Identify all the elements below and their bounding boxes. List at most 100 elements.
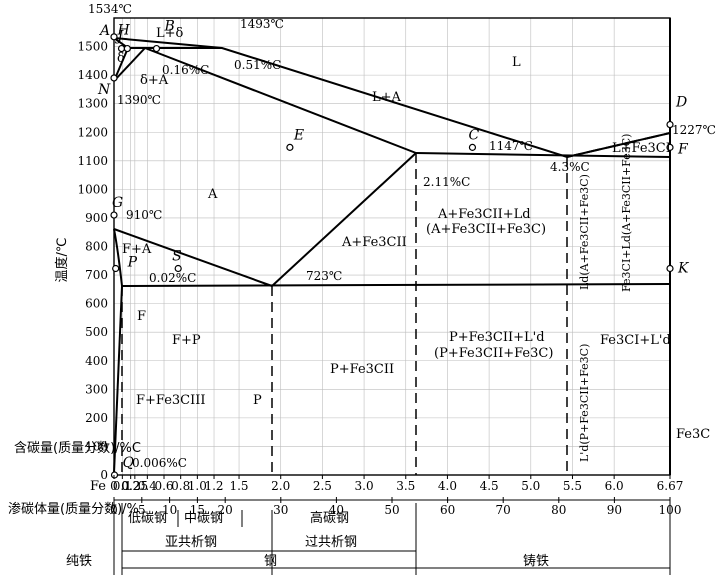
x-tick-label: 0 (110, 479, 118, 493)
point-k (666, 264, 674, 273)
point-label-n: N (97, 82, 111, 98)
region-f-fe3c-iii: F+Fe3CIII (136, 393, 206, 408)
x-tick-label: 0.6 (154, 479, 173, 493)
pq-line (113, 285, 123, 474)
y-tick-label: 1500 (77, 40, 108, 54)
x-tick-label: 0.8 (171, 479, 190, 493)
point-label-j: J (114, 29, 124, 45)
point-f (666, 143, 674, 151)
y-tick-label: 0 (100, 468, 108, 482)
region-l-delta: L+δ (156, 26, 184, 41)
p-carbon-label: 0.02%C (149, 271, 196, 285)
fe3c-label: Fe3C (676, 427, 710, 442)
point-s (174, 264, 182, 273)
y-axis-ticks: 0 100 200 300 400 500 600 700 800 900 1000 1100 1200… (77, 40, 108, 482)
se-line (271, 152, 417, 287)
cementite-tick-label: 30 (273, 503, 288, 517)
point-label-a: A (98, 23, 110, 39)
j-carbon-label: 0.16%C (162, 63, 209, 77)
x-tick-label: 6.0 (605, 479, 624, 493)
cementite-tick-label: 70 (496, 503, 511, 517)
x-tick-label: 0.25 (121, 479, 148, 493)
grid (113, 18, 671, 476)
y-tick-label: 1000 (77, 182, 108, 196)
y-tick-label: 100 (85, 439, 108, 453)
liquidus-cd-line (566, 132, 671, 158)
cementite-tick-label: 40 (329, 503, 344, 517)
region-a: A (207, 187, 218, 202)
x-tick-label: 4.0 (438, 479, 457, 493)
x-tick-label: 5.0 (521, 479, 540, 493)
q-carbon-label: 0.006%C (132, 456, 187, 470)
x-tick-label: 2.5 (313, 479, 332, 493)
region-delta: δ (117, 51, 125, 66)
y-tick-label: 300 (85, 382, 108, 396)
phase-region-labels: L L+δ δ δ+A L+A A F+A F F+P F+Fe3CIII P … (117, 26, 671, 462)
point-label-s: S (172, 248, 182, 264)
cementite-tick-label: 60 (440, 503, 455, 517)
region-p-fe3c-ii-lpd: P+Fe3CII+L'd (449, 330, 545, 345)
eutectic-temp-label: 1147℃ (489, 139, 533, 153)
x-tick-label: 1.0 (188, 479, 207, 493)
region-a-fe3c-ii-ld-paren: (A+Fe3CII+Fe3C) (426, 222, 546, 237)
point-label-p: P (127, 254, 138, 270)
b-carbon-label: 0.51%C (234, 58, 281, 72)
point-a (110, 33, 118, 41)
x-tick-label: 1.2 (204, 479, 223, 493)
region-lpd-vertical: L'd(P+Fe3CII+Fe3C) (578, 344, 591, 462)
jn-line (113, 47, 146, 82)
class-hypereutectoid: 过共析钢 (305, 535, 357, 550)
y-tick-label: 700 (85, 268, 108, 282)
class-pure-iron: 纯铁 (66, 554, 92, 569)
class-low-carbon: 低碳钢 (128, 511, 167, 526)
cementite-tick-label: 15 (190, 503, 205, 517)
point-label-c: C (468, 127, 479, 143)
region-fe3c-i-ld-vertical: Fe3CI+Ld(A+Fe3CII+Fe3C) (620, 134, 633, 292)
region-l-fe3c-i: L+Fe3CI (612, 141, 671, 156)
steel-classification (113, 503, 671, 575)
y-tick-label: 600 (85, 297, 108, 311)
s-temp-label: 723℃ (306, 269, 342, 283)
cementite-tick-label: 90 (607, 503, 622, 517)
point-label-b: B (164, 19, 175, 35)
cementite-tick-label: 50 (384, 503, 399, 517)
point-j (123, 44, 131, 53)
y-tick-label: 500 (85, 325, 108, 339)
point-c (468, 143, 477, 151)
x-tick-label: 0.1 (113, 479, 132, 493)
x-axis-carbon-ticks: 00.10.20.250.40.60.81.01.2 1.5 2.0 2.5 3.0 3.… (110, 475, 683, 493)
y-tick-label: 400 (85, 354, 108, 368)
region-p-fe3c-ii: P+Fe3CII (330, 362, 394, 377)
c-carbon-label: 4.3%C (550, 160, 590, 174)
point-e (286, 143, 294, 151)
x-tick-label: 0.2 (121, 479, 140, 493)
point-label-h: H (117, 23, 131, 39)
eutectoid-psk-line (121, 283, 671, 287)
b-temp-label: 1493℃ (240, 17, 284, 31)
solidus-je-line (144, 47, 417, 154)
x-tick-label: 0.4 (138, 479, 157, 493)
point-label-d: D (675, 95, 687, 111)
x-tick-label: 6.67 (657, 479, 684, 493)
x-tick-label: 2.0 (271, 479, 290, 493)
y-tick-label: 1300 (77, 97, 108, 111)
region-fe3c-i-lpd: Fe3CI+L'd (600, 333, 671, 348)
y-tick-label: 1100 (77, 154, 108, 168)
x-axis-cementite-label: 渗碳体量(质量分数)/% (8, 502, 139, 517)
point-b (152, 44, 161, 53)
class-medium-carbon: 中碳钢 (184, 511, 223, 526)
region-l-a: L+A (372, 90, 402, 105)
y-tick-label: 1400 (77, 68, 108, 82)
phase-lines (113, 18, 671, 475)
point-q (110, 471, 119, 479)
class-steel: 钢 (264, 554, 277, 569)
e-carbon-label: 2.11%C (423, 175, 470, 189)
region-p-fe3c-ii-lpd-paren: (P+Fe3CII+Fe3C) (434, 346, 553, 361)
cementite-tick-label: 10 (162, 503, 177, 517)
y-tick-label: 1200 (77, 125, 108, 139)
x-axis-carbon-label: 含碳量(质量分数)/%C (14, 440, 141, 456)
cementite-tick-label: 5 (138, 503, 146, 517)
class-cast-iron: 铸铁 (523, 553, 549, 569)
cementite-tick-label: 20 (218, 503, 233, 517)
